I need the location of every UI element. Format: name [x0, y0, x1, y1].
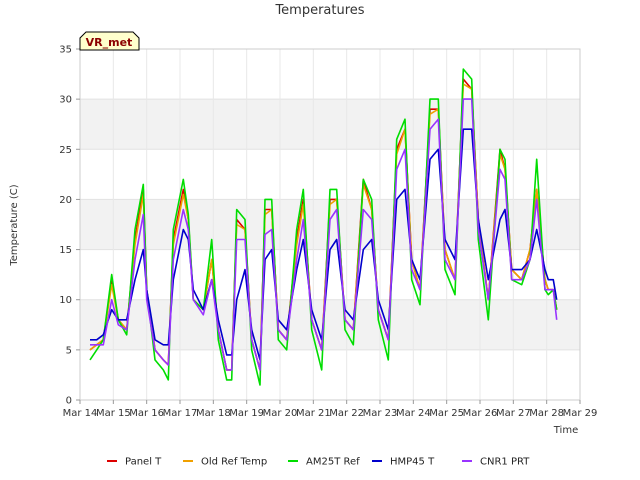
legend-label-am25t-ref: AM25T Ref [306, 457, 360, 468]
y-tick-label-0: 0 [66, 396, 72, 407]
band-5-10 [80, 299, 580, 350]
x-tick-label-0: Mar 14 [63, 408, 98, 419]
y-tick-label-20: 20 [59, 195, 72, 206]
x-tick-label-5: Mar 19 [229, 408, 264, 419]
x-tick-label-10: Mar 24 [396, 408, 431, 419]
x-tick-label-14: Mar 28 [529, 408, 564, 419]
y-tick-label-30: 30 [59, 95, 72, 106]
y-axis-ticks: 0 5 10 15 20 25 30 35 [59, 45, 80, 407]
x-tick-label-11: Mar 25 [429, 408, 464, 419]
y-tick-label-10: 10 [59, 295, 72, 306]
x-tick-label-15: Mar 29 [563, 408, 598, 419]
y-axis-label: Temperature (C) [9, 184, 20, 266]
x-tick-label-12: Mar 26 [463, 408, 498, 419]
x-tick-label-2: Mar 16 [129, 408, 164, 419]
y-tick-label-5: 5 [66, 345, 72, 356]
series-line-cnr1-prt [90, 98, 558, 371]
x-tick-label-7: Mar 21 [296, 408, 331, 419]
y-tick-label-35: 35 [59, 45, 72, 56]
legend-label-hmp45-t: HMP45 T [390, 457, 435, 468]
x-tick-label-1: Mar 15 [96, 408, 131, 419]
series-lines [89, 68, 558, 386]
site-badge-box [79, 31, 140, 51]
chart-title: Temperatures [274, 3, 364, 18]
y-tick-label-25: 25 [59, 145, 72, 156]
x-tick-label-6: Mar 20 [263, 408, 298, 419]
legend: Panel T Old Ref Temp AM25T Ref HMP45 T CNR1 … [107, 457, 530, 468]
x-axis-label: Time [553, 425, 578, 436]
series-line-am25t-ref [89, 68, 558, 386]
band-25-30 [80, 99, 580, 150]
x-tick-label-13: Mar 27 [496, 408, 531, 419]
legend-label-old-ref-temp: Old Ref Temp [201, 457, 267, 468]
legend-item-panel-t: Panel T [107, 457, 162, 468]
site-badge: VR_met [79, 31, 140, 51]
legend-item-am25t-ref: AM25T Ref [288, 457, 360, 468]
legend-item-hmp45-t: HMP45 T [372, 457, 435, 468]
site-badge-label: VR_met [86, 36, 133, 49]
x-tick-label-3: Mar 17 [163, 408, 198, 419]
plot-frame [79, 48, 581, 401]
legend-item-old-ref-temp: Old Ref Temp [183, 457, 267, 468]
legend-label-cnr1-prt: CNR1 PRT [480, 457, 530, 468]
legend-item-cnr1-prt: CNR1 PRT [462, 457, 530, 468]
legend-label-panel-t: Panel T [125, 457, 162, 468]
y-tick-label-15: 15 [59, 245, 72, 256]
x-tick-label-4: Mar 18 [196, 408, 231, 419]
x-tick-label-8: Mar 22 [329, 408, 364, 419]
series-line-hmp45-t [90, 128, 558, 361]
x-tick-label-9: Mar 23 [363, 408, 398, 419]
